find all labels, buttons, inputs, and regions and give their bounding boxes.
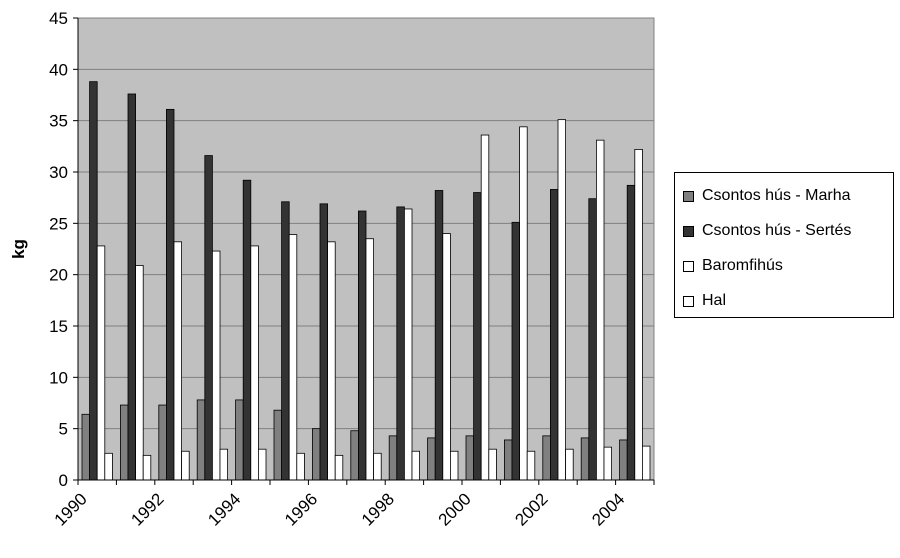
legend-swatch [683,225,694,237]
x-tick-label: 2000 [435,489,475,529]
bar-1-1998 [388,435,398,481]
bar-3-1990 [96,245,106,481]
bar-2-1990 [89,81,98,481]
bar-2-1998 [396,206,405,481]
legend-item: Csontos hús - Marha [683,186,851,206]
bar-2-1991 [127,93,136,481]
y-tick-label: 0 [59,471,68,490]
bar-1-1994 [235,399,244,481]
x-tick-label: 1996 [281,489,321,529]
bar-1-2002 [542,435,551,481]
bar-1-1992 [158,404,167,481]
bar-4-1997 [373,452,382,481]
bar-1-1995 [273,409,282,481]
bar-4-2001 [526,450,536,481]
bar-1-1999 [427,437,436,481]
bar-3-1997 [365,238,374,481]
y-tick-label: 5 [59,420,68,439]
bar-2-1994 [242,179,252,481]
bar-4-2002 [565,448,574,481]
legend-label: Csontos hús - Marha [702,187,851,204]
bar-4-1991 [142,454,152,481]
bar-4-2000 [488,448,497,481]
bar-2-2003 [588,198,597,481]
x-tick-label: 2004 [588,489,628,529]
bar-2-2004 [626,184,636,481]
bar-1-1996 [311,428,321,481]
legend-swatch [683,190,694,202]
bar-2-1992 [165,108,175,481]
x-tick-label: 1990 [51,489,91,529]
bar-1-1990 [81,413,90,481]
x-axis-ticks: 1990 1992 1994 1996 1998 2000 2002 2004 [51,480,655,530]
bar-3-2004 [634,149,643,481]
bar-1-2004 [619,439,628,481]
bar-2-1997 [357,210,367,481]
y-tick-label: 40 [49,60,68,79]
bar-3-1991 [135,265,144,481]
bar-2-2001 [511,221,520,481]
bar-2-2000 [473,192,482,481]
legend-item: Baromfihús [683,256,783,276]
legend-item: Csontos hús - Sertés [683,221,851,241]
bar-1-1993 [196,399,206,481]
bar-3-1998 [403,208,413,481]
bar-2-1995 [281,201,290,481]
bar-2-1993 [204,155,213,481]
y-tick-label: 35 [49,112,68,131]
y-tick-label: 10 [49,368,68,387]
bar-3-1993 [211,250,221,481]
y-tick-label: 30 [49,163,68,182]
bar-3-1992 [173,241,182,481]
legend-label: Baromfihús [702,257,783,274]
legend-label: Hal [702,292,727,309]
y-axis-label: kg [9,239,28,259]
y-tick-label: 20 [49,266,68,285]
bar-4-1994 [257,448,267,481]
bar-4-2004 [642,445,651,481]
bar-3-2003 [596,139,605,481]
bar-1-2003 [580,437,590,481]
bar-3-1999 [442,233,451,481]
bar-3-1996 [327,241,336,481]
bar-3-2001 [519,126,528,481]
bar-4-1998 [411,450,420,481]
x-tick-label: 1998 [358,489,398,529]
x-tick-label: 1994 [204,489,244,529]
bar-4-1990 [104,452,113,481]
x-tick-label: 1992 [127,489,167,529]
legend-swatch [683,260,694,272]
bars [81,81,651,481]
bar-4-2003 [603,446,612,481]
bar-4-1995 [296,452,305,481]
bar-1-2000 [465,435,474,481]
bar-3-1995 [288,234,298,481]
legend-swatch [683,295,694,307]
legend-label: Csontos hús - Sertés [702,222,852,239]
y-tick-label: 45 [49,9,68,28]
bar-3-2002 [557,119,566,481]
y-tick-label: 15 [49,317,68,336]
bar-4-1993 [219,448,228,481]
legend: Csontos hús - Marha Csontos hús - Sertés B… [674,172,894,318]
bar-4-1999 [449,450,459,481]
bar-3-1994 [250,245,259,481]
bar-1-1991 [120,404,129,481]
x-tick-label: 2002 [511,489,551,529]
bar-2-1996 [319,203,328,481]
y-tick-label: 25 [49,214,68,233]
legend-item: Hal [683,291,726,311]
bar-4-1996 [334,454,344,481]
bar-4-1992 [181,450,190,481]
bar-2-1999 [434,190,444,481]
y-axis-ticks: 0 5 10 15 20 25 30 35 40 45 [49,9,78,490]
bar-1-2001 [503,439,513,481]
bar-1-1997 [350,430,359,481]
bar-3-2000 [480,134,490,481]
bar-2-2002 [550,189,559,481]
